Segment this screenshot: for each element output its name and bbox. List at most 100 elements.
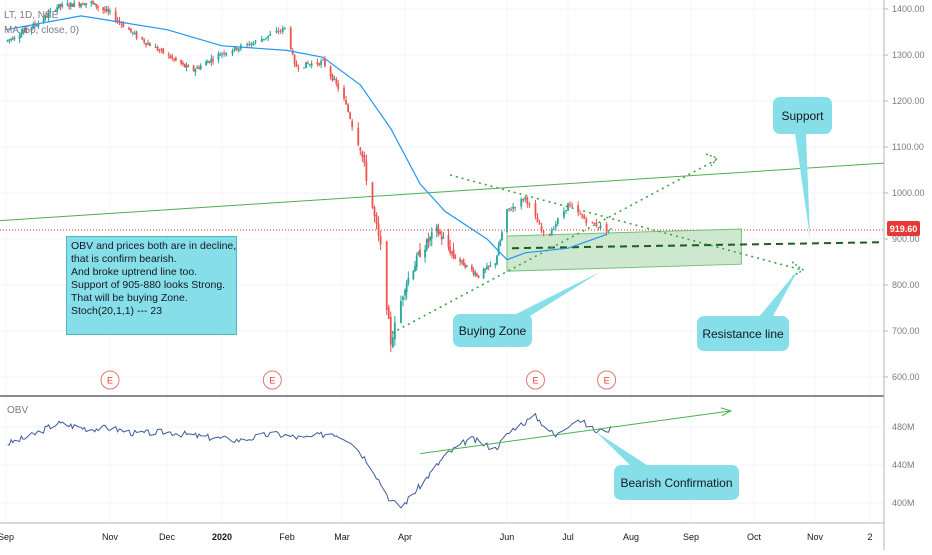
time-tick-label: Feb [279,532,295,542]
price-tick-label: 1300.00 [892,50,925,60]
earnings-circle [262,370,282,390]
obv-tick-label: 400M [892,498,915,508]
candle-body [365,161,368,181]
candle-body [23,28,26,33]
obv-line [7,412,612,509]
candle-body [506,209,508,232]
candle-body [599,225,602,229]
resistance-line-callout[interactable]: Resistance line [697,316,789,351]
candle-body [522,199,525,201]
candle-body [318,63,321,65]
candle-body [597,227,600,229]
candle-body [306,62,309,65]
candle-body [32,23,35,29]
candle-body [156,46,159,51]
candle-body [131,32,134,34]
callout-pointers-layer [512,133,810,467]
candle-body [73,2,76,7]
candle-body [37,23,40,27]
candle-body [465,265,468,267]
earnings-label: E [269,376,275,386]
time-tick-label: Dec [159,532,176,542]
analysis-note[interactable]: OBV and prices both are in decline, that… [66,236,237,335]
buying-zone-callout[interactable]: Buying Zone [453,314,532,347]
candle-body [122,23,125,27]
candle-body [316,62,319,64]
candle-body [269,33,272,36]
candle-body [212,59,215,61]
candle-body [577,205,580,213]
candle-body [361,151,364,158]
candle-body [295,63,298,67]
earnings-marker[interactable]: E [100,370,120,390]
candle-body [162,48,165,54]
candle-body [49,10,52,12]
candle-body [454,255,457,259]
candle-body [107,9,110,12]
obv-uptrend-line [419,410,731,455]
candle-body [540,225,543,231]
obv-indicator-label[interactable]: OBV [7,405,29,416]
candle-body [343,87,345,99]
time-tick-label: 2 [867,532,872,542]
time-tick-label: Oct [747,532,762,542]
support-callout[interactable]: Support [773,97,832,134]
candle-body [78,2,81,6]
candle-body [30,27,33,31]
candle-body [565,210,567,212]
candle-body [554,223,557,228]
earnings-marker[interactable]: E [262,370,282,390]
candle-body [556,218,559,224]
candle-body [489,265,492,267]
ma-indicator-label[interactable]: MA (50, close, 0) [4,25,80,36]
candle-body [472,270,475,275]
last-price-value: 919.60 [890,224,918,234]
time-tick-label: Sep [683,532,699,542]
candle-body [359,147,362,151]
candle-body [563,211,565,217]
candles-layer [6,0,612,353]
candle-body [260,39,263,42]
support-dashed-line [511,241,885,250]
candle-body [182,62,184,65]
candle-body [133,32,136,34]
candle-body [221,53,223,55]
candle-body [185,65,188,68]
price-tick-label: 900.00 [892,234,920,244]
candle-body [194,69,197,73]
candle-body [435,225,438,232]
candle-body [486,266,488,270]
candle-body [158,49,161,51]
candle-body [496,255,498,265]
time-tick-label: Nov [807,532,824,542]
candle-body [248,44,251,46]
time-tick-label: Aug [623,532,639,542]
candle-body [233,46,236,51]
price-tick-label: 1000.00 [892,188,925,198]
time-tick-label: Jul [562,532,574,542]
candle-body [92,1,94,4]
candle-body [419,249,421,258]
earnings-marker[interactable]: E [525,370,545,390]
earnings-marker[interactable]: E [597,370,617,390]
candle-body [526,197,529,205]
candle-body [54,10,57,12]
candle-body [145,42,147,45]
candle-body [391,337,394,348]
resistance-pointer [758,270,798,318]
candle-body [11,38,14,40]
candle-body [291,50,294,55]
dotted-resistance-line [449,174,803,271]
price-tick-label: 800.00 [892,280,920,290]
candle-body [585,219,588,224]
candle-body [425,239,428,251]
price-tick-label: 1400.00 [892,4,925,14]
bearish-confirmation-callout[interactable]: Bearish Confirmation [614,465,739,500]
candle-body [305,62,307,69]
candle-body [103,9,106,11]
arrowhead-icon [791,261,805,278]
candle-body [593,222,596,224]
candle-body [347,104,349,113]
